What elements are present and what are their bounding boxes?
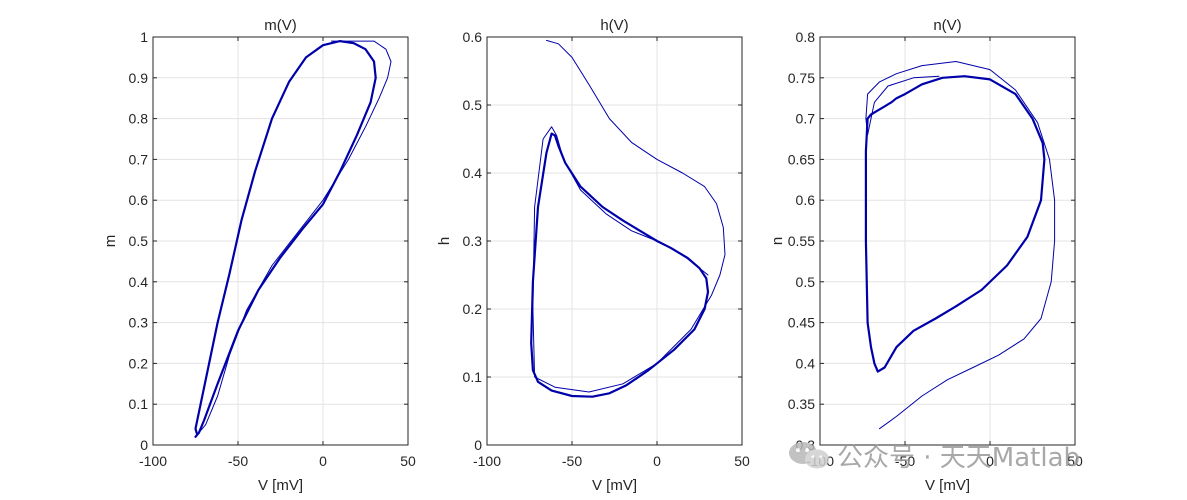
- x-tick-label: -50: [895, 453, 915, 469]
- x-axis-label: V [mV]: [925, 477, 970, 494]
- y-tick-label: 0.55: [788, 233, 815, 249]
- x-tick-label: -50: [562, 453, 582, 469]
- x-tick-label: -100: [139, 453, 167, 469]
- series-limit-cycle: [194, 40, 377, 438]
- series-limit-cycle: [864, 75, 1046, 373]
- x-tick-label: -100: [473, 453, 501, 469]
- y-tick-label: 0.5: [463, 97, 483, 113]
- y-tick-label: 0.6: [463, 29, 483, 45]
- x-axis-label: V [mV]: [592, 477, 637, 494]
- y-tick-label: 0.7: [796, 111, 816, 127]
- x-axis-label: V [mV]: [258, 477, 303, 494]
- series-transient: [195, 40, 392, 438]
- y-tick-label: 0.45: [788, 315, 815, 331]
- x-tick-label: 50: [400, 453, 416, 469]
- y-tick-label: 0.4: [796, 355, 816, 371]
- y-axis-label: m: [102, 235, 119, 248]
- y-tick-label: 1: [140, 29, 148, 45]
- x-tick-label: 50: [1067, 453, 1083, 469]
- y-tick-label: 0.5: [796, 274, 816, 290]
- y-tick-label: 0.9: [129, 70, 149, 86]
- subplot-2: -100 -50 0 50 0 0.1 0.2 0.3 0.4 0.5 0.6 h(V) V [mV] h: [436, 17, 750, 494]
- y-tick-label: 0.4: [463, 165, 483, 181]
- y-tick-label: 0.8: [796, 29, 816, 45]
- x-tick-label: 0: [653, 453, 661, 469]
- y-tick-label: 0: [140, 437, 148, 453]
- y-tick-label: 0.2: [463, 301, 483, 317]
- wechat-icon: [789, 442, 829, 469]
- y-tick-label: 0.1: [463, 369, 483, 385]
- y-tick-label: 0.7: [129, 151, 149, 167]
- y-tick-label: 0.75: [788, 70, 815, 86]
- y-tick-label: 0.65: [788, 151, 815, 167]
- watermark-text: 公众号 · 天天Matlab: [837, 442, 1081, 473]
- y-tick-label: 0.1: [129, 396, 149, 412]
- y-axis-label: n: [769, 237, 786, 245]
- y-tick-label: 0.4: [129, 274, 149, 290]
- chart-title: n(V): [933, 17, 961, 34]
- x-tick-label: 0: [986, 453, 994, 469]
- y-tick-label: 0.35: [788, 396, 815, 412]
- subplot-3: -100-500500.30.350.40.450.50.550.60.650.…: [769, 17, 1083, 494]
- y-tick-label: 0.8: [129, 111, 149, 127]
- y-axis-label: h: [436, 237, 453, 245]
- x-tick-label: 0: [319, 453, 327, 469]
- y-tick-label: 0.6: [796, 192, 816, 208]
- y-tick-label: 0.5: [129, 233, 149, 249]
- chart-title: m(V): [264, 17, 297, 34]
- chart-title: h(V): [600, 17, 628, 34]
- y-tick-label: 0.3: [129, 315, 149, 331]
- y-tick-label: 0: [474, 437, 482, 453]
- x-tick-label: 50: [734, 453, 750, 469]
- series-transient: [532, 39, 726, 393]
- y-tick-label: 0.3: [463, 233, 483, 249]
- subplot-1: -100 -50 0 50 0 0.1 0.2 0.3 0.4 0.5 0.6 0.7 0.8 0.9 1 m…: [102, 17, 416, 494]
- x-tick-label: -50: [228, 453, 248, 469]
- watermark: 公众号 · 天天Matlab: [787, 437, 1080, 473]
- y-tick-label: 0.6: [129, 192, 149, 208]
- y-tick-label: 0.2: [129, 355, 149, 371]
- series-limit-cycle: [530, 132, 710, 398]
